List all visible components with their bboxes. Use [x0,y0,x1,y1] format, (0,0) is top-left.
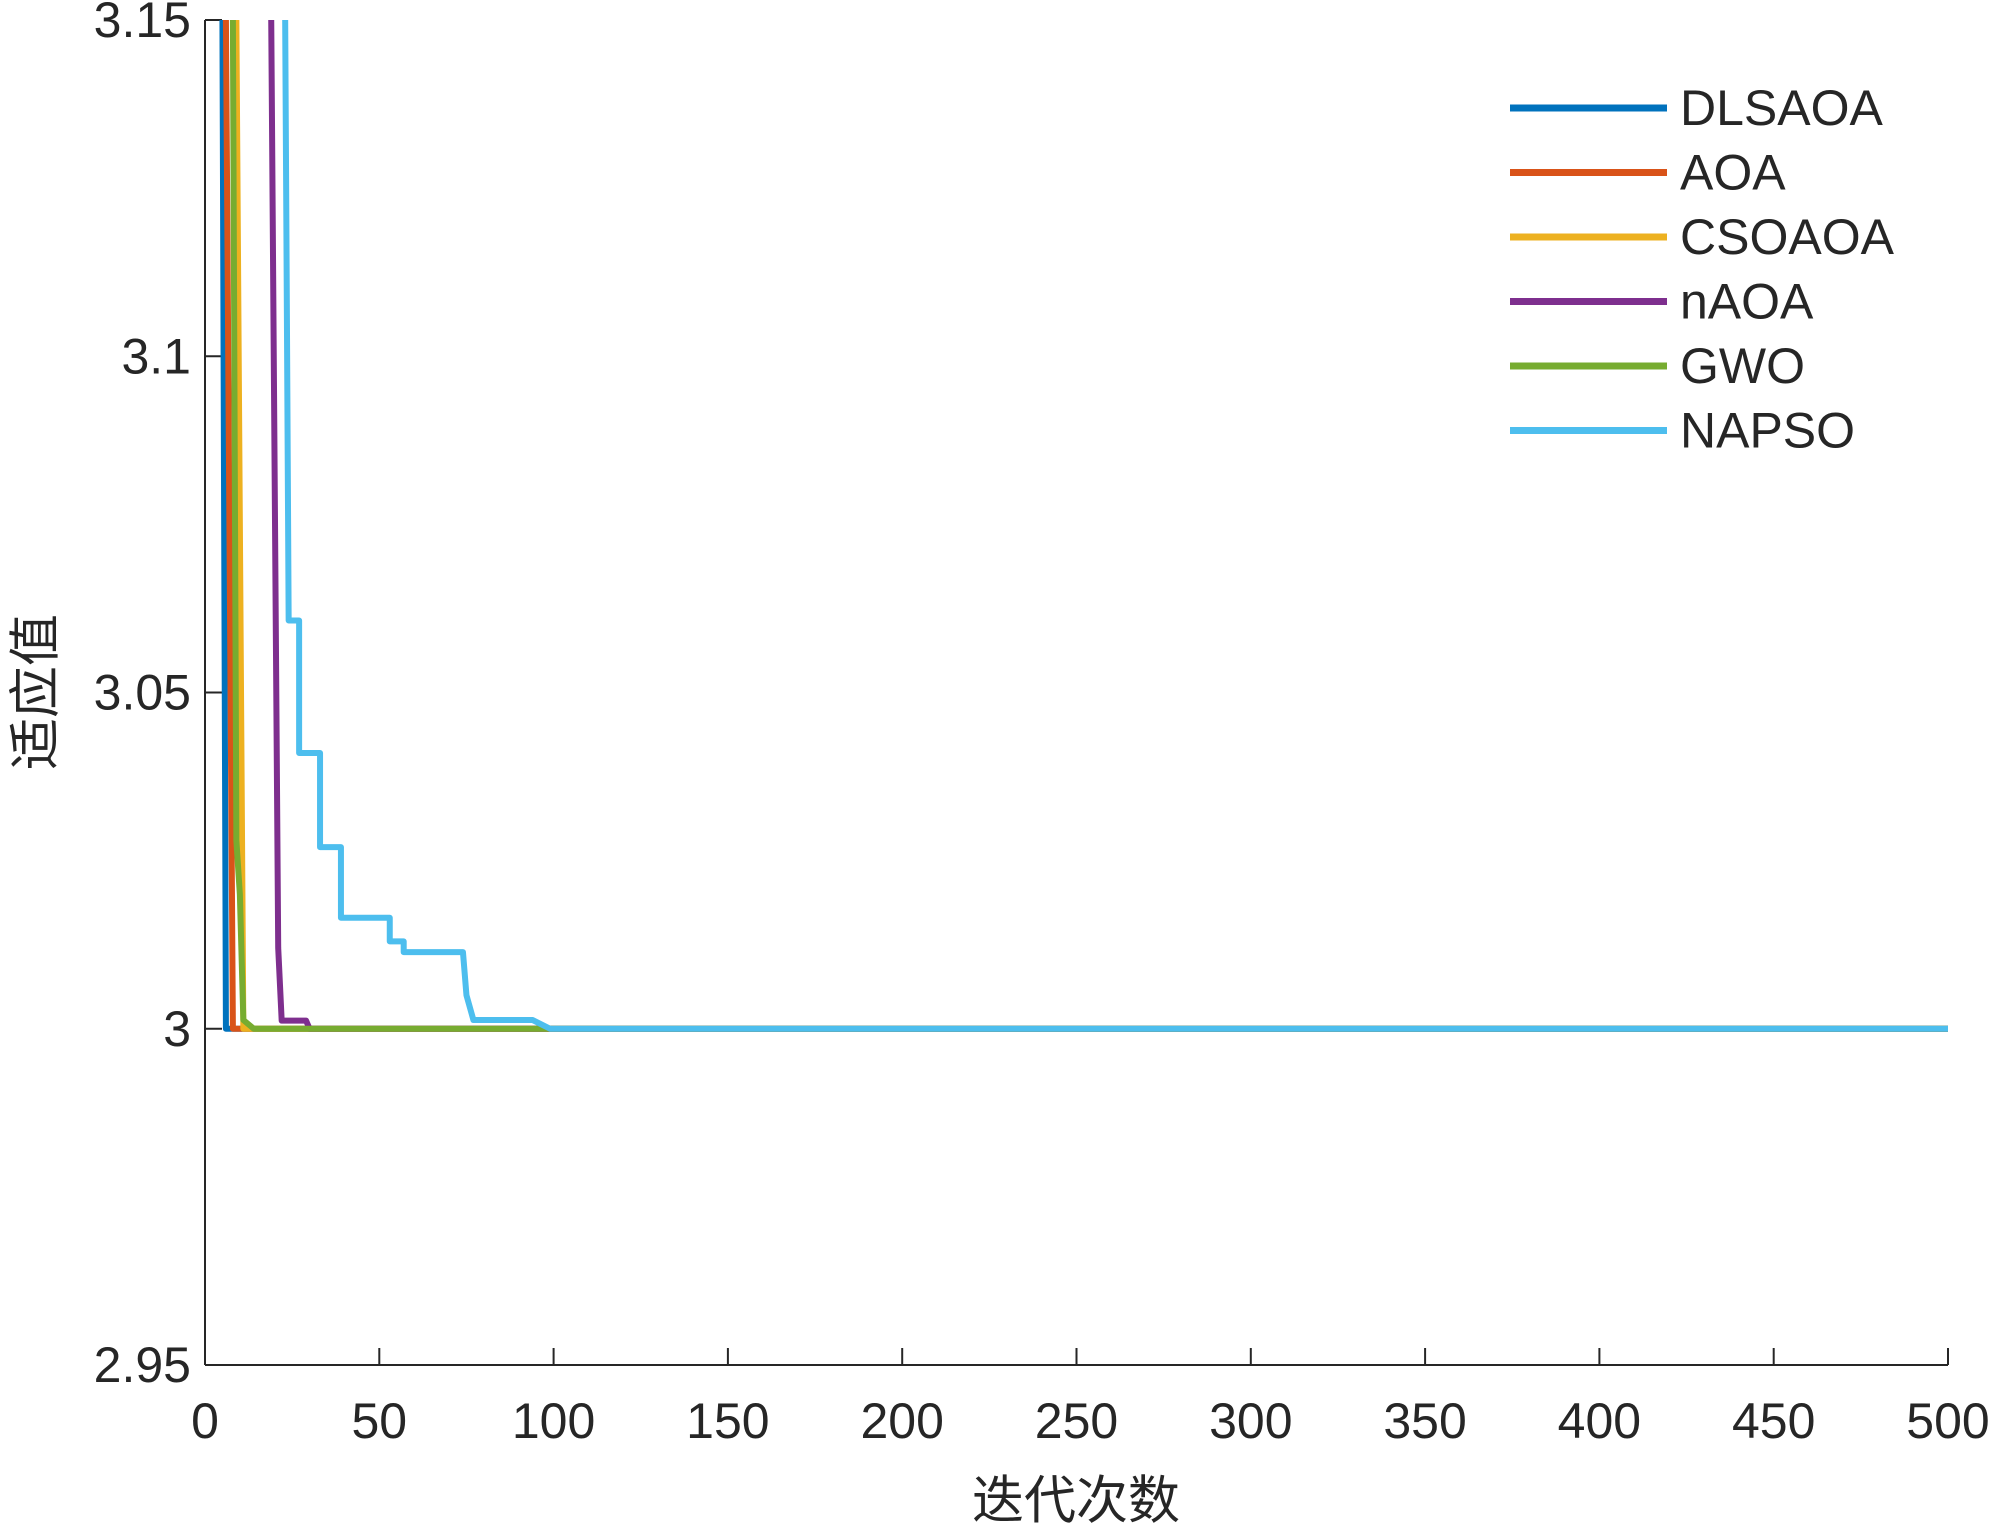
plot-area [219,20,1948,1032]
legend-label: nAOA [1680,274,1814,330]
y-tick-label: 3.15 [94,0,191,48]
y-tick-label: 3 [163,1001,191,1057]
legend-label: GWO [1680,338,1805,394]
x-tick-label: 500 [1906,1393,1989,1449]
x-tick-label: 300 [1209,1393,1292,1449]
y-tick-label: 3.1 [121,328,191,384]
y-tick-label: 2.95 [94,1337,191,1393]
y-axis-title: 适应值 [7,614,67,770]
x-tick-label: 150 [686,1393,769,1449]
legend-label: NAPSO [1680,403,1855,459]
x-tick-label: 200 [860,1393,943,1449]
series-line [229,20,1948,1032]
x-tick-label: 50 [351,1393,407,1449]
legend-label: DLSAOA [1680,80,1884,136]
x-tick-label: 250 [1035,1393,1118,1449]
y-tick-label: 3.05 [94,665,191,721]
x-tick-label: 100 [512,1393,595,1449]
x-tick-label: 0 [191,1393,219,1449]
x-tick-label: 400 [1558,1393,1641,1449]
legend-label: AOA [1680,145,1786,201]
legend-label: CSOAOA [1680,209,1895,265]
x-axis-title: 迭代次数 [972,1472,1180,1532]
x-tick-label: 450 [1732,1393,1815,1449]
series-line [282,20,1948,1032]
x-tick-label: 350 [1383,1393,1466,1449]
